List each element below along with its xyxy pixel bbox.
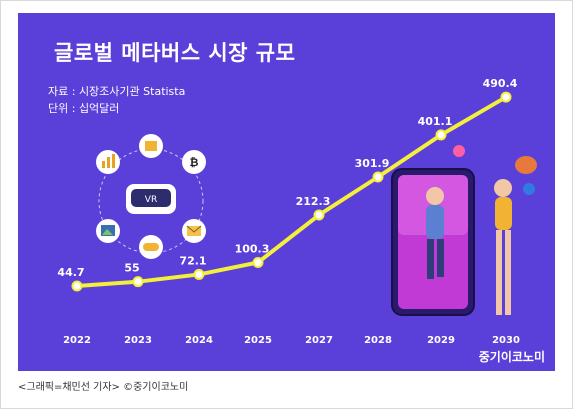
person-right-icon	[494, 179, 512, 315]
data-point-2022	[71, 280, 83, 292]
data-label-2029: 401.1	[418, 115, 453, 128]
data-point-2028	[372, 171, 384, 183]
data-label-2022: 44.7	[57, 266, 84, 279]
box-icon	[139, 134, 163, 158]
data-point-2027	[313, 209, 325, 221]
chat-bubble-icon	[515, 156, 537, 174]
line-chart: VR ₿	[57, 77, 537, 346]
x-tick-2030: 2030	[492, 335, 520, 346]
phone-illustration	[391, 145, 537, 316]
source-note: 자료 : 시장조사기관 Statista	[48, 85, 186, 98]
x-tick-2025: 2025	[244, 335, 272, 346]
data-point-2024	[193, 268, 205, 280]
credit-caption: <그래픽=채민선 기자> ©중기이코노미	[18, 382, 189, 393]
x-tick-2024: 2024	[185, 335, 213, 346]
chart-title: 글로벌 메타버스 시장 규모	[54, 41, 296, 65]
mail-icon	[182, 219, 206, 243]
gamepad-icon	[139, 235, 163, 259]
chart-icon	[96, 150, 120, 174]
heart-icon	[453, 145, 465, 157]
like-icon	[523, 183, 535, 195]
data-label-2023: 55	[124, 262, 139, 275]
data-label-2030: 490.4	[483, 77, 518, 90]
series-layer	[71, 91, 512, 292]
svg-text:₿: ₿	[190, 156, 199, 169]
svg-text:VR: VR	[145, 195, 157, 205]
data-point-2023	[132, 276, 144, 288]
x-tick-2028: 2028	[364, 335, 392, 346]
data-point-2025	[252, 256, 264, 268]
infographic-panel: VR ₿	[18, 13, 555, 371]
data-label-2024: 72.1	[179, 254, 206, 267]
data-label-2027: 212.3	[296, 195, 331, 208]
x-tick-2023: 2023	[124, 335, 152, 346]
unit-note: 단위 : 십억달러	[48, 102, 120, 115]
data-point-2030	[500, 91, 512, 103]
x-tick-layer: 2022 2023 2024 2025 2027 2028 2029 2030	[63, 335, 520, 346]
brand-watermark: 중기이코노미	[478, 350, 545, 364]
vr-illustration: VR ₿	[96, 134, 206, 259]
person-left-icon	[426, 187, 444, 279]
series-line	[76, 95, 508, 289]
value-label-layer: 44.7 55 72.1 100.3 212.3 301.9 401.1 490.4	[57, 77, 517, 279]
x-tick-2029: 2029	[427, 335, 455, 346]
data-label-2028: 301.9	[355, 157, 390, 170]
data-point-2029	[435, 129, 447, 141]
data-label-2025: 100.3	[235, 242, 270, 255]
x-tick-2022: 2022	[63, 335, 91, 346]
vr-headset-icon: VR	[126, 184, 176, 214]
bitcoin-icon: ₿	[182, 150, 206, 174]
image-icon	[96, 219, 120, 243]
x-tick-2027: 2027	[305, 335, 333, 346]
